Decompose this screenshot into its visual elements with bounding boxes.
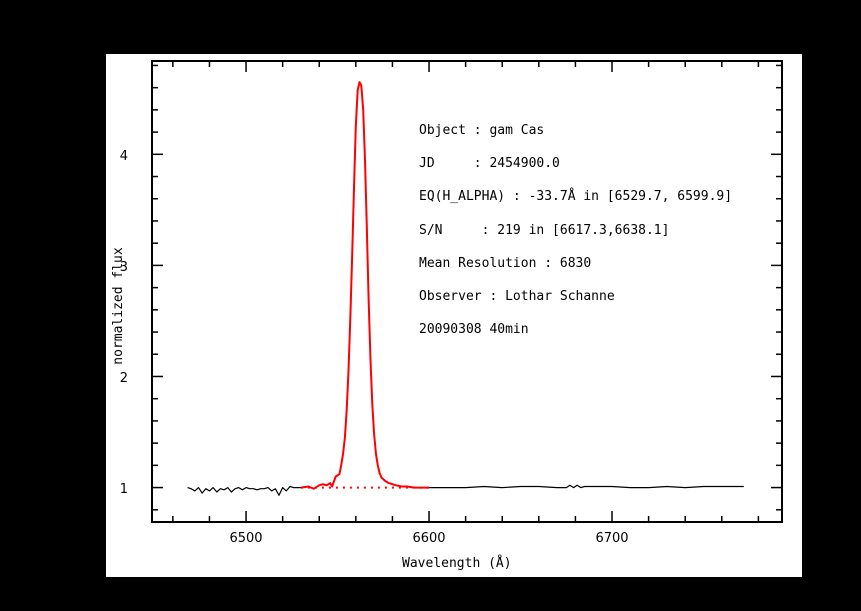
y-tick-label-3: 3 xyxy=(120,260,128,275)
data-series xyxy=(187,81,744,496)
y-tick-label-1: 1 xyxy=(120,482,128,497)
spectrum-plot: 6500 6600 6700 1 2 3 4 Wavelength (Å) no… xyxy=(111,60,783,571)
y-tick-label-2: 2 xyxy=(120,371,128,386)
info-equivalent-width: EQ(H_ALPHA) : -33.7Å in [6529.7, 6599.9] xyxy=(419,188,732,204)
spectrum-red-continuum-line xyxy=(429,484,744,489)
x-axis-label: Wavelength (Å) xyxy=(402,555,512,571)
info-annotation-block: Object : gam Cas JD : 2454900.0 EQ(H_ALP… xyxy=(419,123,732,337)
info-jd: JD : 2454900.0 xyxy=(419,156,560,171)
spectrum-h-alpha-region-line xyxy=(300,81,429,490)
x-tick-label-6700: 6700 xyxy=(595,531,628,546)
info-resolution: Mean Resolution : 6830 xyxy=(419,256,591,271)
y-axis-label: normalized flux xyxy=(111,247,126,365)
y-tick-label-4: 4 xyxy=(120,149,128,164)
x-tick-label-6500: 6500 xyxy=(229,531,262,546)
info-observer: Observer : Lothar Schanne xyxy=(419,289,615,304)
plot-frame xyxy=(151,60,783,523)
info-date-exposure: 20090308 40min xyxy=(419,322,529,337)
x-tick-label-6600: 6600 xyxy=(412,531,445,546)
spectrum-continuum-line xyxy=(187,485,301,496)
chart-canvas: 6500 6600 6700 1 2 3 4 Wavelength (Å) no… xyxy=(106,54,802,577)
info-signal-to-noise: S/N : 219 in [6617.3,6638.1] xyxy=(419,223,669,238)
info-object: Object : gam Cas xyxy=(419,123,544,138)
